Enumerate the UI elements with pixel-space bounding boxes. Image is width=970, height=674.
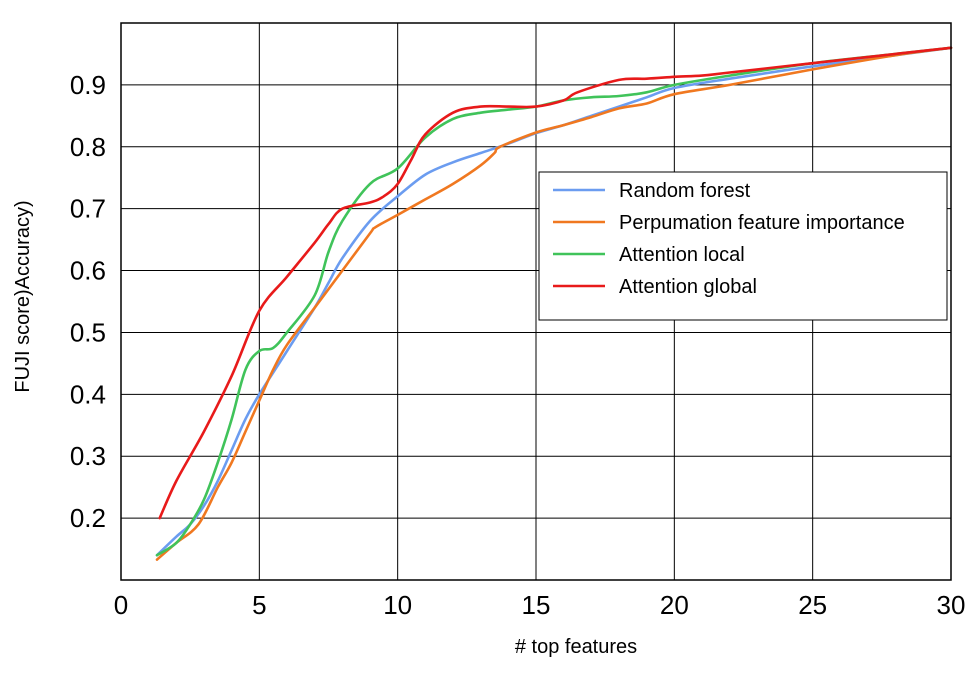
- x-tick-label: 0: [114, 590, 128, 620]
- x-tick-label: 25: [798, 590, 827, 620]
- legend-label: Attention global: [619, 276, 757, 298]
- y-tick-label: 0.5: [70, 317, 106, 347]
- series-line-3: [155, 46, 953, 557]
- legend-label: Perpumation feature importance: [619, 212, 905, 234]
- y-tick-label: 0.6: [70, 256, 106, 286]
- y-tick-label: 0.8: [70, 132, 106, 162]
- x-tick-label: 5: [252, 590, 266, 620]
- x-tick-label: 15: [522, 590, 551, 620]
- y-tick-label: 0.2: [70, 503, 106, 533]
- series-layer: [155, 46, 953, 561]
- plot-frame: [120, 22, 952, 581]
- x-tick-label: 30: [937, 590, 966, 620]
- x-tick-label: 10: [383, 590, 412, 620]
- y-tick-label: 0.9: [70, 70, 106, 100]
- y-tick-label: 0.4: [70, 379, 106, 409]
- legend: Random forest Perpumation feature importa…: [538, 171, 948, 321]
- tick-layer: 0 5 10 15 20 25 30 0.2 0.3 0.4 0.5 0.6 0.7 0.8 0.9: [70, 70, 966, 620]
- series-line-2: [155, 46, 953, 561]
- legend-label: Attention local: [619, 244, 745, 266]
- y-tick-label: 0.7: [70, 194, 106, 224]
- x-tick-label: 20: [660, 590, 689, 620]
- legend-label: Random forest: [619, 180, 751, 202]
- y-tick-label: 0.3: [70, 441, 106, 471]
- series-line-4: [158, 46, 953, 520]
- series-line-1: [155, 46, 953, 557]
- legend-box: [538, 171, 948, 321]
- y-axis-title: FUJI score)Accuracy): [12, 200, 34, 392]
- x-axis-title: # top features: [515, 636, 637, 658]
